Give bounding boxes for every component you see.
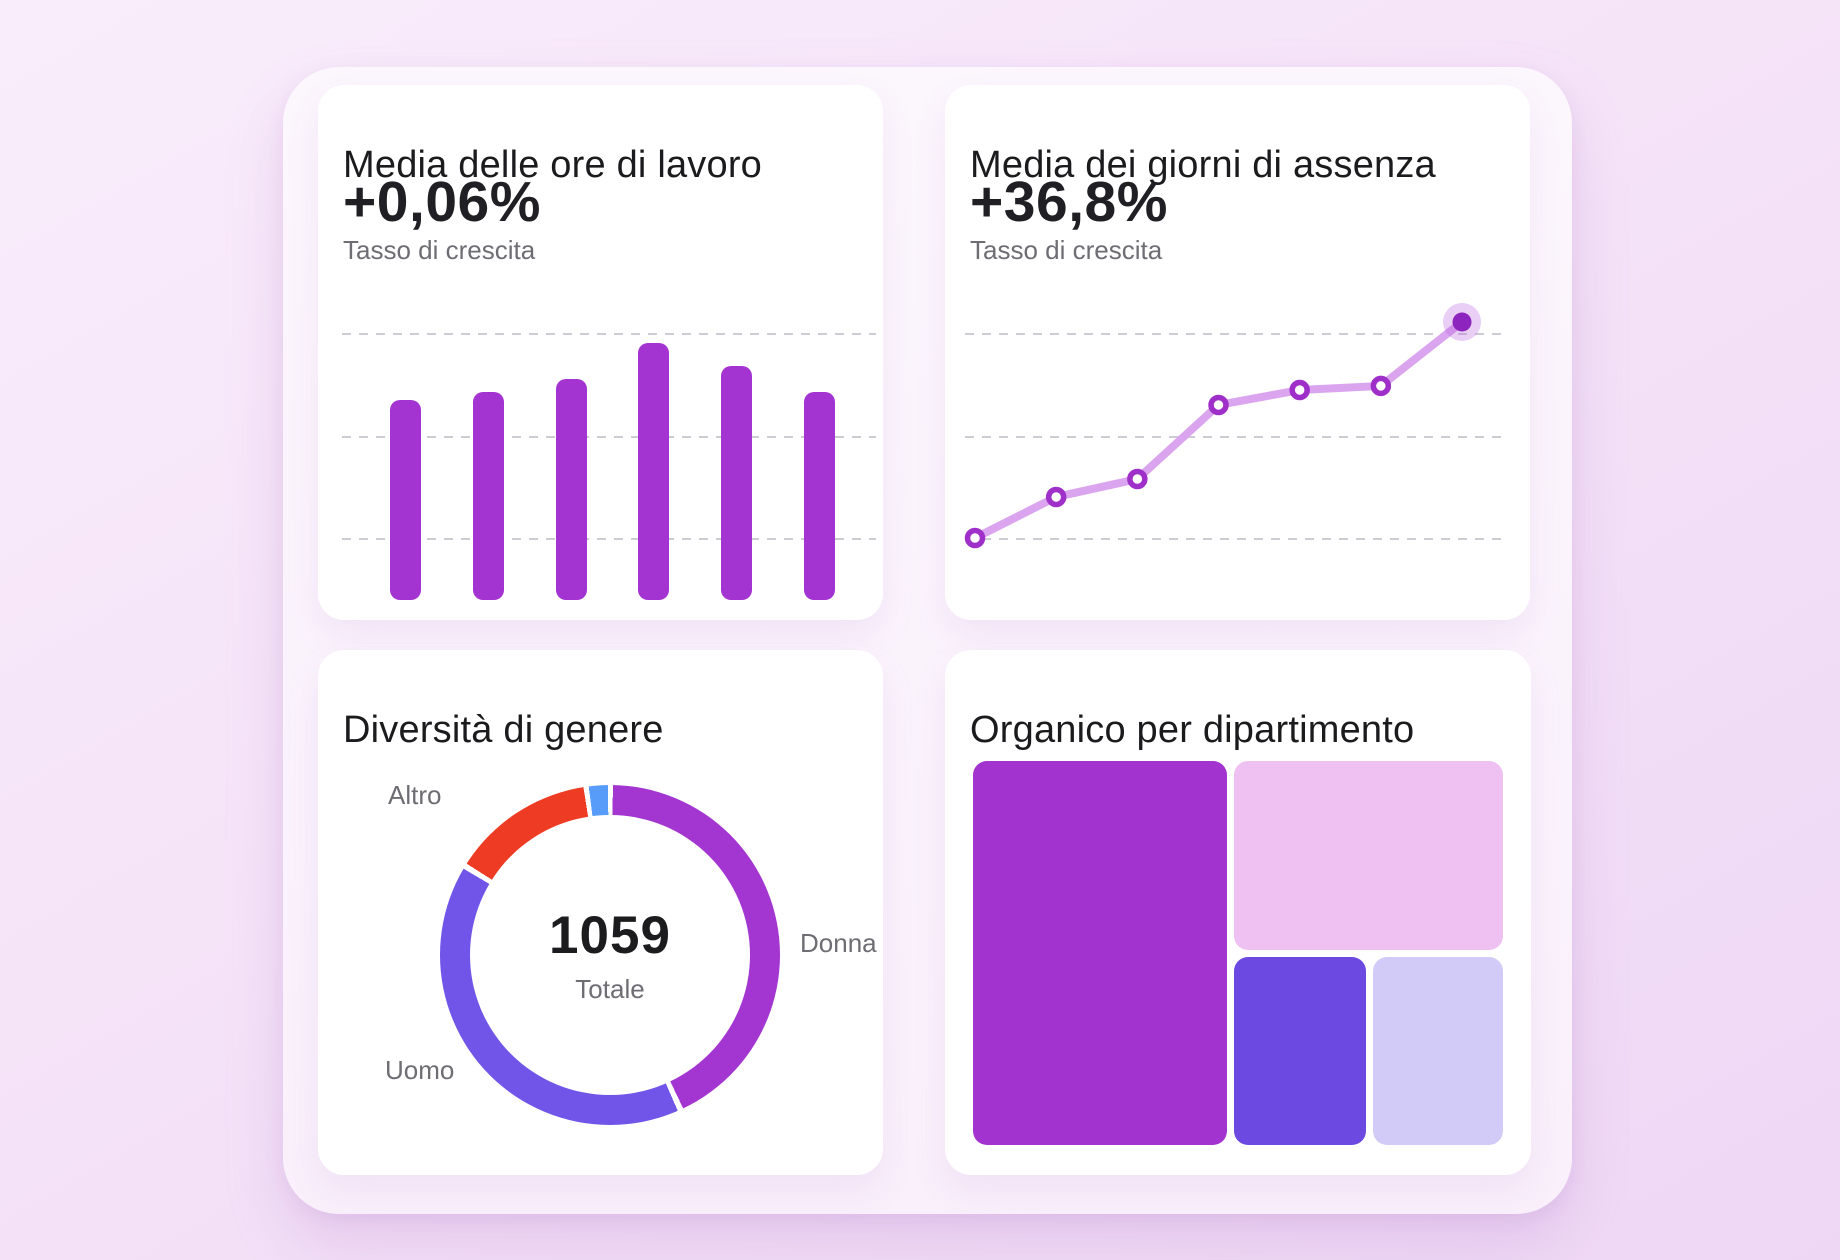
treemap-block[interactable]	[1234, 761, 1503, 950]
treemap-block[interactable]	[1372, 956, 1503, 1145]
gridline	[965, 538, 1505, 540]
line-point[interactable]	[964, 527, 986, 549]
bar[interactable]	[390, 400, 421, 600]
line-point[interactable]	[1289, 379, 1310, 401]
donut-label-uomo: Uomo	[385, 1055, 455, 1085]
line-point[interactable]	[1208, 394, 1229, 416]
gridline	[342, 436, 876, 438]
donut-label-donna: Donna	[800, 928, 877, 958]
card-average-working-hours: Media delle ore di lavoro +0,06% Tasso d…	[318, 85, 883, 620]
card-title: Media delle ore di lavoro	[343, 143, 763, 186]
growth-rate-label: Tasso di crescita	[343, 235, 536, 265]
bar[interactable]	[638, 343, 669, 600]
line-point[interactable]	[1370, 375, 1392, 397]
bar[interactable]	[721, 366, 752, 600]
card-title: Diversità di genere	[343, 708, 664, 751]
donut-center: 1059 Totale	[470, 815, 750, 1095]
bar[interactable]	[803, 392, 835, 600]
growth-rate-value: +0,06%	[343, 170, 541, 234]
total-label: Totale	[575, 974, 645, 1004]
gridline	[965, 436, 1505, 438]
total-value: 1059	[549, 906, 671, 965]
card-headcount-by-department: Organico per dipartimento	[945, 650, 1531, 1175]
bar[interactable]	[472, 392, 504, 600]
treemap-block[interactable]	[973, 761, 1227, 1145]
line-series	[971, 318, 1467, 542]
treemap-block[interactable]	[1234, 956, 1366, 1145]
card-title: Media dei giorni di assenza	[970, 143, 1436, 186]
growth-rate-value: +36,8%	[970, 170, 1168, 234]
gridline	[965, 333, 1505, 335]
treemap-chart[interactable]	[973, 761, 1503, 1145]
gridline	[342, 333, 876, 335]
donut-label-altro: Altro	[388, 780, 442, 810]
gridline	[342, 538, 876, 540]
line-chart-canvas[interactable]	[945, 85, 1530, 620]
line-point-highlighted[interactable]	[1452, 312, 1472, 332]
card-average-absence-days: Media dei giorni di assenza +36,8% Tasso…	[945, 85, 1530, 620]
card-title: Organico per dipartimento	[970, 708, 1415, 751]
line-point[interactable]	[1127, 468, 1148, 490]
bar[interactable]	[555, 379, 587, 600]
card-gender-diversity: Diversità di genere 1059 Totale Altro Don…	[318, 650, 883, 1175]
growth-rate-label: Tasso di crescita	[970, 235, 1163, 265]
line-point[interactable]	[1045, 486, 1067, 508]
